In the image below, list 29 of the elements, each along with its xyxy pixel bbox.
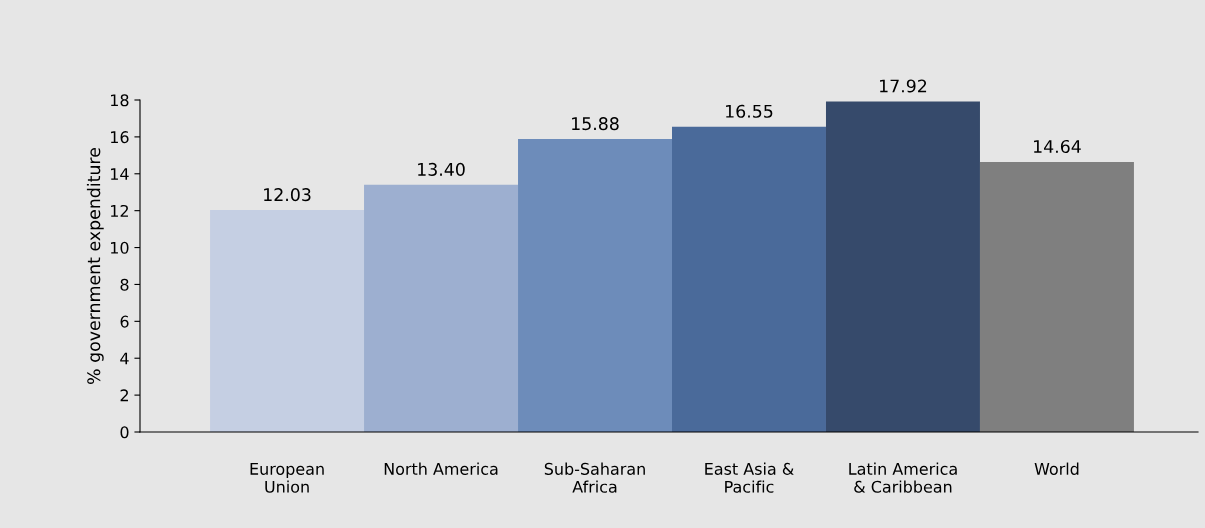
bar	[672, 126, 826, 432]
x-tick-label: European Union	[250, 463, 324, 493]
data-label: 13.40	[418, 162, 465, 176]
y-tick-label: 10	[111, 241, 129, 254]
y-tick-label: 18	[111, 94, 129, 107]
x-tick-label: World	[1034, 462, 1079, 475]
data-label: 15.88	[572, 117, 619, 131]
bar	[825, 101, 980, 432]
data-label: 16.55	[726, 104, 773, 118]
data-label: 17.92	[880, 79, 927, 93]
y-tick-label: 12	[111, 204, 128, 217]
y-tick-label: 8	[120, 278, 129, 291]
x-tick-label: East Asia & Pacific	[705, 462, 794, 493]
bar	[210, 210, 365, 432]
y-tick-label: 4	[120, 352, 129, 365]
bar	[518, 139, 672, 432]
x-tick-label: Latin America & Caribbean	[849, 462, 957, 493]
x-tick-label: Sub-Saharan Africa	[544, 462, 645, 493]
bar	[364, 184, 519, 432]
x-tick-label: North America	[384, 462, 498, 475]
y-tick-label: 2	[120, 389, 128, 402]
y-tick-label: 16	[111, 131, 129, 144]
data-label: 12.03	[264, 188, 311, 202]
data-label: 14.64	[1034, 139, 1081, 154]
y-tick-label: 14	[111, 168, 129, 180]
bar	[979, 161, 1134, 432]
y-axis-title: % government expenditure	[86, 148, 104, 384]
y-tick-label: 6	[120, 315, 129, 328]
y-tick-label: 0	[120, 426, 129, 439]
